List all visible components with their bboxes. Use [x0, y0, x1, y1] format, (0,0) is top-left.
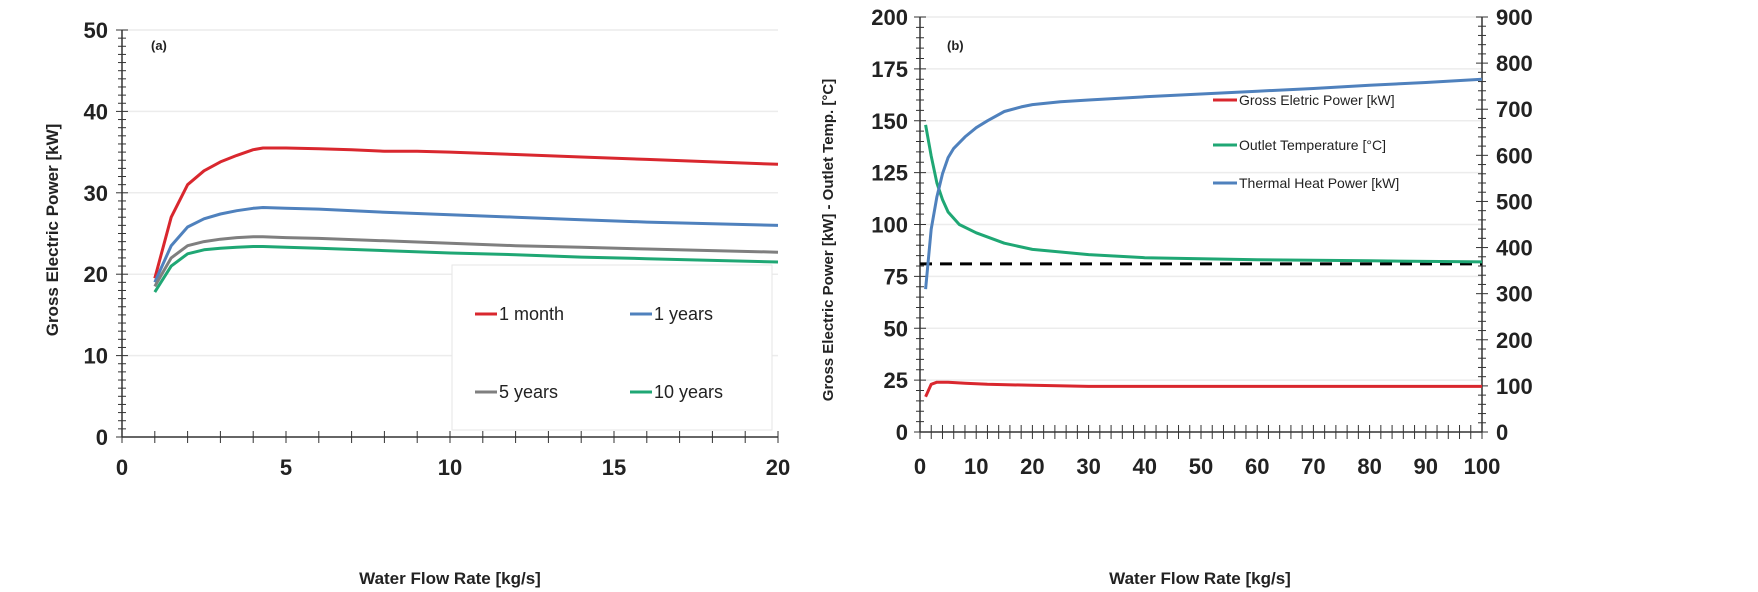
x-tick-label-b: 40	[1133, 454, 1157, 479]
y-tick-label-a: 30	[84, 181, 108, 206]
legend-label-a-10-years: 10 years	[654, 382, 723, 402]
legend-label-b-thermal-heat-power-kw: Thermal Heat Power [kW]	[1239, 175, 1399, 191]
gridlines-b	[920, 16, 1482, 381]
y-tick-label-b-left: 0	[896, 420, 908, 445]
y-tick-label-a: 50	[84, 18, 108, 43]
y-tick-label-b-left: 100	[871, 213, 908, 238]
series-line-b-thermal-heat-power-kw	[924, 77, 1483, 290]
y-tick-label-b-right: 100	[1496, 374, 1533, 399]
x-tick-label-b: 80	[1357, 454, 1381, 479]
y-tick-label-b-left: 200	[871, 5, 908, 30]
panel-label-a: (a)	[151, 38, 167, 53]
legend-label-b-outlet-temperature-c: Outlet Temperature [°C]	[1239, 137, 1386, 153]
y-tick-label-b-right: 700	[1496, 97, 1533, 122]
x-tick-label-b: 50	[1189, 454, 1213, 479]
y-tick-label-b-right: 200	[1496, 328, 1533, 353]
y-tick-label-b-left: 175	[871, 57, 908, 82]
x-tick-label-a: 15	[602, 455, 626, 480]
legend-label-a-1-years: 1 years	[654, 304, 713, 324]
series-line-a-10-years	[153, 245, 779, 293]
legend-b: Gross Eletric Power [kW] Outlet Temperatu…	[1213, 92, 1399, 191]
y-tick-label-b-right: 500	[1496, 189, 1533, 214]
y-axis-label-b: Gross Electric Power [kW] - Outlet Temp.…	[820, 79, 837, 401]
x-tick-label-b: 90	[1414, 454, 1438, 479]
x-tick-label-b: 20	[1020, 454, 1044, 479]
y-tick-label-b-left: 50	[884, 316, 908, 341]
axis-ticks-b: 0255075100125150175200010020030040050060…	[871, 5, 1532, 479]
y-tick-label-b-left: 25	[884, 368, 908, 393]
series-line-a-1-years	[153, 206, 779, 283]
x-tick-label-a: 20	[766, 455, 790, 480]
panel-label-b: (b)	[947, 38, 964, 53]
legend-label-b-gross-eletric-power-kw: Gross Eletric Power [kW]	[1239, 92, 1395, 108]
series-line-b-gross-eletric-power-kw	[924, 380, 1482, 398]
x-tick-label-b: 10	[964, 454, 988, 479]
series-group-a	[153, 146, 779, 293]
y-tick-label-b-left: 125	[871, 161, 908, 186]
series-line-a-1-month	[153, 146, 779, 279]
y-tick-label-a: 0	[96, 425, 108, 450]
x-tick-label-b: 70	[1301, 454, 1325, 479]
series-line-b-outlet-temperature-c	[924, 124, 1483, 264]
x-tick-label-a: 5	[280, 455, 292, 480]
y-tick-label-a: 40	[84, 99, 108, 124]
y-tick-label-b-left: 150	[871, 109, 908, 134]
legend-a: 1 month 1 years 5 years 10 years	[451, 264, 773, 431]
axis-ticks-a: 0 10 20 30 40 50 0 5 10 15 20	[84, 18, 791, 480]
chart-panel-b: 0255075100125150175200010020030040050060…	[820, 5, 1533, 588]
y-tick-label-b-left: 75	[884, 264, 908, 289]
x-tick-label-a: 0	[116, 455, 128, 480]
y-axis-label-a: Gross Electric Power [kW]	[43, 124, 62, 337]
legend-label-a-5-years: 5 years	[499, 382, 558, 402]
y-tick-label-b-right: 600	[1496, 143, 1533, 168]
chart-panel-a: 0 10 20 30 40 50 0 5 10 15 20 (a) Water Flow Rate …	[43, 18, 790, 588]
x-axis-label-b: Water Flow Rate [kg/s]	[1109, 569, 1291, 588]
x-tick-label-a: 10	[438, 455, 462, 480]
y-tick-label-b-right: 400	[1496, 236, 1533, 261]
x-tick-label-b: 100	[1464, 454, 1501, 479]
x-tick-label-b: 60	[1245, 454, 1269, 479]
y-tick-label-a: 20	[84, 262, 108, 287]
y-tick-label-b-right: 0	[1496, 420, 1508, 445]
x-tick-label-b: 0	[914, 454, 926, 479]
legend-box-a	[451, 264, 773, 431]
y-tick-label-b-right: 800	[1496, 51, 1533, 76]
series-line-a-5-years	[153, 235, 779, 288]
legend-label-a-1-month: 1 month	[499, 304, 564, 324]
y-tick-label-a: 10	[84, 344, 108, 369]
y-tick-label-b-right: 300	[1496, 282, 1533, 307]
x-tick-label-b: 30	[1076, 454, 1100, 479]
x-axis-label-a: Water Flow Rate [kg/s]	[359, 569, 541, 588]
series-group-b	[920, 77, 1483, 398]
y-tick-label-b-right: 900	[1496, 5, 1533, 30]
